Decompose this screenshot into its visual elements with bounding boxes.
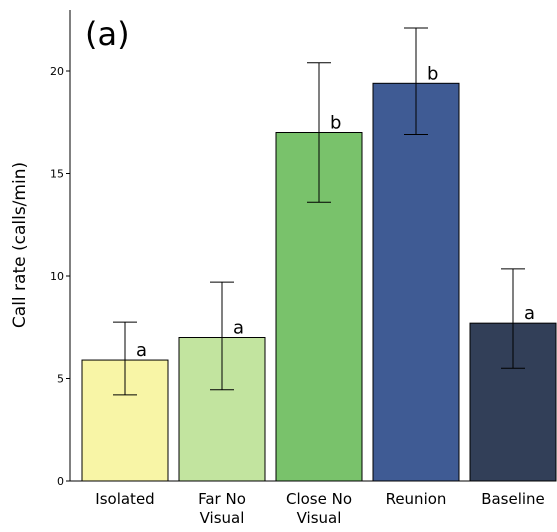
x-tick-label-line: Reunion: [386, 490, 447, 508]
y-tick-label: 0: [57, 475, 64, 488]
significance-letter: a: [136, 340, 147, 361]
y-tick-label: 20: [50, 65, 64, 78]
y-ticks: 0 5 10 15 20: [50, 65, 70, 488]
significance-letter: a: [524, 303, 535, 324]
y-tick-label: 15: [50, 168, 64, 181]
x-tick-label: Far No Visual: [198, 490, 246, 527]
error-bars: [113, 27, 525, 396]
x-tick-label-line: Far No: [198, 490, 246, 508]
y-tick-label: 5: [57, 373, 64, 386]
x-tick-label: Reunion: [386, 490, 447, 508]
x-tick-label: Close No Visual: [286, 490, 352, 527]
y-axis-label: Call rate (calls/min): [10, 162, 30, 328]
x-tick-label-line: Baseline: [481, 490, 545, 508]
x-tick-label-line: Isolated: [95, 490, 154, 508]
x-tick-label-line: Visual: [297, 509, 342, 527]
x-tick-label-line: Close No: [286, 490, 352, 508]
significance-letter: b: [427, 63, 438, 84]
panel-label: (a): [85, 15, 130, 53]
x-tick-label: Isolated: [95, 490, 154, 508]
significance-letter: b: [330, 113, 341, 134]
significance-letters: a a b b a: [136, 63, 535, 361]
significance-letter: a: [233, 318, 244, 339]
x-tick-label-line: Visual: [200, 509, 245, 527]
y-tick-label: 10: [50, 270, 64, 283]
bar: [372, 82, 460, 482]
x-tick-label: Baseline: [481, 490, 545, 508]
